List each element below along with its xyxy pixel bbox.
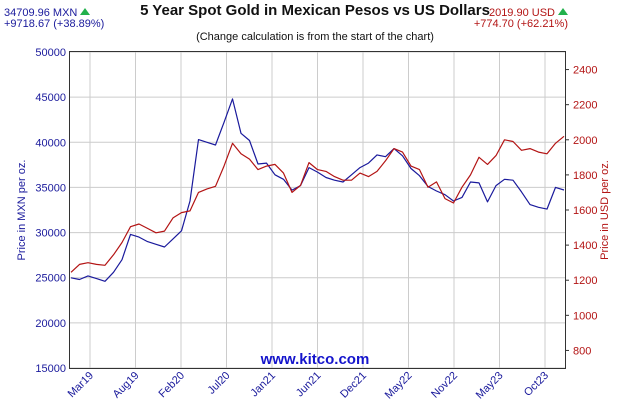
y-right-tick-label: 1200 [573, 275, 597, 287]
x-tick-label: Dec21 [338, 370, 369, 400]
x-tick-label: May22 [383, 370, 415, 400]
left-axis-ticks: 15000 20000 25000 30000 35000 40000 45000 50000 [35, 47, 66, 375]
up-arrow-icon [80, 8, 91, 15]
y-right-tick-label: 1600 [573, 205, 597, 217]
mxn-price: 34709.96 MXN [4, 7, 78, 19]
x-tick-label: Jun21 [294, 370, 324, 400]
right-axis-ticks: 800 1000 1200 1400 1600 1800 2000 2200 2400 [565, 65, 597, 357]
y-right-tick-label: 2000 [573, 135, 597, 147]
y-right-tick-label: 1000 [573, 310, 597, 322]
series-lines [70, 98, 565, 282]
kitco-watermark: www.kitco.com [260, 351, 370, 368]
mxn-change: +9718.67 (+38.89%) [4, 18, 105, 30]
series-line-mxn [70, 98, 565, 282]
chart-title: 5 Year Spot Gold in Mexican Pesos vs US … [140, 2, 490, 19]
usd-price: 2019.90 USD [488, 7, 555, 19]
y-left-tick-label: 45000 [35, 92, 66, 104]
y-left-tick-label: 25000 [35, 273, 66, 285]
y-right-tick-label: 1800 [573, 170, 597, 182]
y-right-tick-label: 1400 [573, 240, 597, 252]
x-tick-label: Jan21 [248, 370, 278, 400]
series-line-usd [70, 135, 565, 273]
x-tick-label: Jul20 [206, 370, 233, 397]
usd-price-row: 2019.90 USD [489, 3, 568, 21]
x-tick-label: Feb20 [157, 370, 188, 400]
usd-change: +774.70 (+62.21%) [473, 18, 568, 30]
gridlines [70, 51, 565, 369]
up-arrow-icon [558, 8, 568, 15]
y-left-tick-label: 40000 [35, 137, 66, 149]
chart-subtitle: (Change calculation is from the start of… [196, 31, 434, 43]
y-right-tick-label: 2400 [573, 65, 597, 77]
y-left-tick-label: 50000 [35, 47, 66, 59]
x-tick-label: Aug19 [111, 370, 142, 400]
y-left-tick-label: 35000 [35, 182, 66, 194]
y-left-tick-label: 30000 [35, 228, 66, 240]
x-tick-label: Nov22 [429, 370, 460, 400]
x-tick-label: May23 [474, 370, 506, 400]
left-axis-label: Price in MXN per oz. [16, 160, 28, 261]
x-tick-label: Oct23 [522, 370, 551, 399]
y-right-tick-label: 2200 [573, 100, 597, 112]
right-axis-label: Price in USD per oz. [599, 160, 611, 260]
y-left-tick-label: 20000 [35, 318, 66, 330]
x-tick-label: Mar19 [66, 370, 97, 400]
mxn-price-row: 34709.96 MXN [4, 3, 91, 21]
y-right-tick-label: 800 [573, 345, 591, 357]
x-axis-ticks: Mar19 Aug19 Feb20 Jul20 Jan21 Jun21 Dec21 May22… [66, 370, 552, 400]
y-left-tick-label: 15000 [35, 363, 66, 375]
